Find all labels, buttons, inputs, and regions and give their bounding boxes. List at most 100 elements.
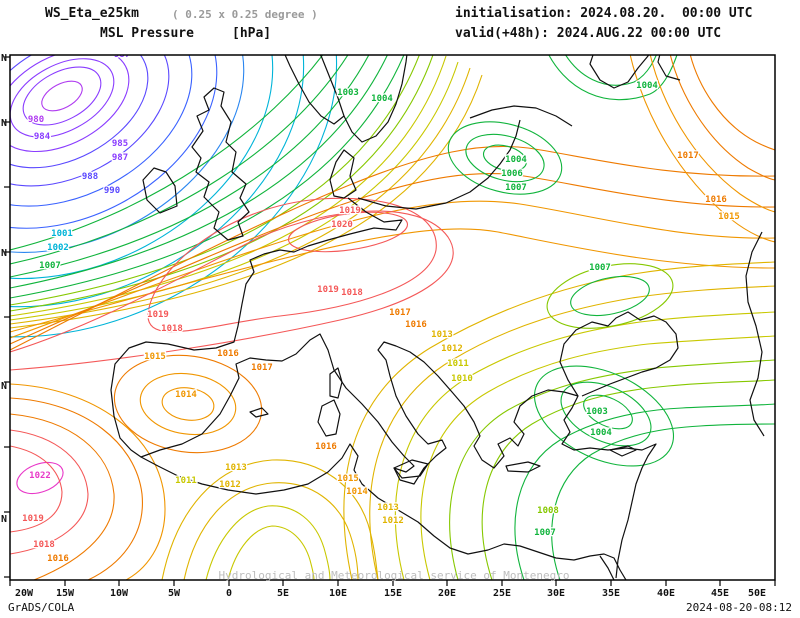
isobar-1014 xyxy=(629,55,775,243)
isobar-1017 xyxy=(10,145,775,351)
coastline-great-britain xyxy=(191,87,250,241)
isobar-1012 xyxy=(369,285,775,580)
contour-label: 1016 xyxy=(405,320,427,330)
isobar-1004 xyxy=(482,144,528,172)
contour-label: 1001 xyxy=(51,229,73,239)
contour-label: 987 xyxy=(112,153,128,163)
coastline-norway xyxy=(284,55,345,125)
contour-label: 1013 xyxy=(431,330,453,340)
contour-label: 1015 xyxy=(337,474,359,484)
creation-timestamp: 2024-08-20-08:12 xyxy=(686,601,792,614)
isobar-1013 xyxy=(161,459,379,580)
island-sardinia xyxy=(317,399,341,437)
island-corsica xyxy=(329,367,343,399)
isobar-1008 xyxy=(546,263,674,329)
coastline-europe-mainland xyxy=(110,197,657,579)
contour-label: 984 xyxy=(34,132,51,142)
x-tick-label: 45E xyxy=(711,588,729,599)
contour-label: 1007 xyxy=(39,261,61,271)
coastline-baltic xyxy=(357,119,521,210)
isobar-1004 xyxy=(565,55,657,86)
coastline-white-sea xyxy=(589,55,650,89)
contour-label: 1008 xyxy=(537,506,559,516)
coastline-sweden xyxy=(343,55,408,143)
x-tick-label: 10E xyxy=(329,588,347,599)
contour-label: 1004 xyxy=(371,94,393,104)
contour-label: 1007 xyxy=(534,528,556,538)
isobar-1015 xyxy=(139,373,237,435)
isobar-contours xyxy=(10,55,775,580)
contour-label: 1017 xyxy=(251,363,273,373)
y-tick-label: N xyxy=(1,514,7,525)
isobar-1018 xyxy=(10,429,89,555)
contour-label: 1007 xyxy=(589,263,611,273)
isobar-988 xyxy=(10,55,149,169)
contour-label: 1013 xyxy=(377,503,399,513)
contour-label: 1018 xyxy=(341,288,363,298)
contour-label: 1002 xyxy=(47,243,69,253)
isobar-1001 xyxy=(10,55,305,308)
isobar-998 xyxy=(10,55,245,253)
isobar-1011 xyxy=(10,61,459,321)
contour-label: 1011 xyxy=(175,476,197,486)
contour-label: 1016 xyxy=(47,554,69,564)
isobar-1017 xyxy=(689,55,775,151)
isobar-1009 xyxy=(449,359,775,580)
contour-label: 980 xyxy=(28,115,44,125)
island-balearics xyxy=(249,407,269,418)
contour-label: 987 xyxy=(114,50,130,60)
contour-label: 1017 xyxy=(389,308,411,318)
isobar-1007 xyxy=(447,121,563,195)
contour-label: 1004 xyxy=(505,155,527,165)
coastlines xyxy=(110,55,765,580)
contour-label: 990 xyxy=(104,186,120,196)
contour-label: 988 xyxy=(82,172,98,182)
coastline-north-africa xyxy=(140,443,627,580)
isobar-1015 xyxy=(10,200,775,339)
contour-label: 1019 xyxy=(22,514,44,524)
contour-label: 985 xyxy=(112,139,128,149)
watermark: Hydrological and Meteorological service … xyxy=(219,569,570,582)
x-tick-label: 5E xyxy=(277,588,289,599)
isobar-1006 xyxy=(10,55,388,289)
contour-label: 1018 xyxy=(33,540,55,550)
contour-label: 1013 xyxy=(225,463,247,473)
x-tick-label: 15E xyxy=(384,588,402,599)
contour-label: 1004 xyxy=(636,81,658,91)
contour-label: 1003 xyxy=(586,407,608,417)
isobar-1016 xyxy=(113,354,263,454)
contour-label: 1022 xyxy=(29,471,51,481)
x-tick-label: 30E xyxy=(547,588,565,599)
contour-label: 1006 xyxy=(501,169,523,179)
x-tick-label: 15W xyxy=(56,588,75,599)
x-tick-label: 0 xyxy=(226,588,232,599)
isobar-990 xyxy=(10,55,170,187)
isobar-1007 xyxy=(570,275,650,317)
isobar-1014 xyxy=(10,228,775,333)
isobar-1017 xyxy=(10,413,115,580)
x-tick-label: 20W xyxy=(15,588,34,599)
model-resolution: ( 0.25 x 0.25 degree ) xyxy=(172,8,318,21)
init-time: initialisation: 2024.08.20. 00:00 UTC xyxy=(455,6,753,21)
isobar-1019 xyxy=(10,445,63,533)
isobar-992 xyxy=(10,55,193,207)
isobar-980 xyxy=(41,80,83,112)
contour-label: 1012 xyxy=(382,516,404,526)
isobar-1010 xyxy=(420,335,775,580)
coastline-finland xyxy=(469,105,573,127)
isobar-1016 xyxy=(10,397,143,580)
contour-label: 1015 xyxy=(144,352,166,362)
isobar-1016 xyxy=(10,172,775,345)
contour-label: 1019 xyxy=(147,310,169,320)
coastline-white-sea-2 xyxy=(657,55,681,81)
contour-label: 1015 xyxy=(718,212,740,222)
x-tick-label: 5W xyxy=(168,588,181,599)
contour-label: 1004 xyxy=(590,428,612,438)
isobar-1020 xyxy=(287,211,409,253)
contour-label: 1007 xyxy=(505,183,527,193)
isobar-1012 xyxy=(183,482,359,580)
y-tick-label: N xyxy=(1,53,7,64)
x-tick-label: 20E xyxy=(438,588,456,599)
x-tick-label: 10W xyxy=(110,588,129,599)
isobar-1012 xyxy=(10,67,471,325)
